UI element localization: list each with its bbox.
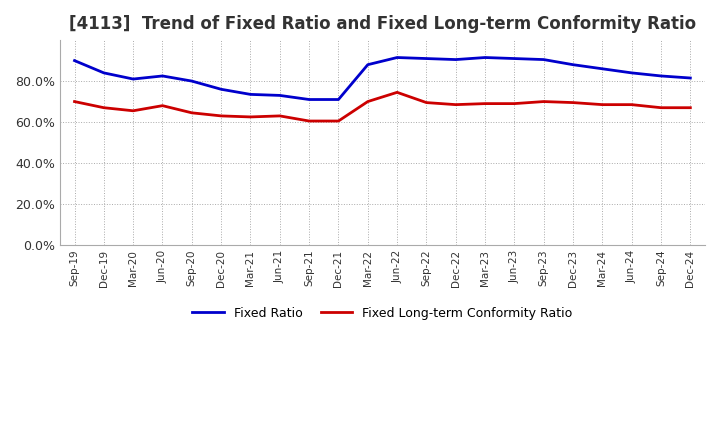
Fixed Long-term Conformity Ratio bbox=[510, 101, 518, 106]
Fixed Ratio bbox=[217, 87, 225, 92]
Fixed Ratio bbox=[276, 93, 284, 98]
Fixed Long-term Conformity Ratio bbox=[246, 114, 255, 120]
Fixed Long-term Conformity Ratio bbox=[539, 99, 548, 104]
Fixed Long-term Conformity Ratio bbox=[627, 102, 636, 107]
Fixed Ratio bbox=[187, 78, 196, 84]
Fixed Ratio bbox=[686, 75, 695, 81]
Fixed Ratio bbox=[598, 66, 607, 71]
Fixed Ratio bbox=[481, 55, 490, 60]
Fixed Ratio bbox=[627, 70, 636, 76]
Fixed Ratio bbox=[71, 58, 79, 63]
Fixed Long-term Conformity Ratio bbox=[422, 100, 431, 105]
Fixed Long-term Conformity Ratio bbox=[364, 99, 372, 104]
Fixed Long-term Conformity Ratio bbox=[187, 110, 196, 115]
Fixed Long-term Conformity Ratio bbox=[393, 90, 402, 95]
Fixed Ratio bbox=[158, 73, 167, 79]
Fixed Long-term Conformity Ratio bbox=[99, 105, 108, 110]
Fixed Long-term Conformity Ratio bbox=[451, 102, 460, 107]
Fixed Ratio bbox=[657, 73, 665, 79]
Title: [4113]  Trend of Fixed Ratio and Fixed Long-term Conformity Ratio: [4113] Trend of Fixed Ratio and Fixed Lo… bbox=[69, 15, 696, 33]
Fixed Long-term Conformity Ratio bbox=[217, 113, 225, 118]
Fixed Ratio bbox=[334, 97, 343, 102]
Fixed Long-term Conformity Ratio bbox=[276, 113, 284, 118]
Fixed Ratio bbox=[364, 62, 372, 67]
Fixed Long-term Conformity Ratio bbox=[334, 118, 343, 124]
Line: Fixed Ratio: Fixed Ratio bbox=[75, 58, 690, 99]
Fixed Long-term Conformity Ratio bbox=[569, 100, 577, 105]
Fixed Long-term Conformity Ratio bbox=[686, 105, 695, 110]
Line: Fixed Long-term Conformity Ratio: Fixed Long-term Conformity Ratio bbox=[75, 92, 690, 121]
Fixed Ratio bbox=[451, 57, 460, 62]
Fixed Long-term Conformity Ratio bbox=[657, 105, 665, 110]
Fixed Long-term Conformity Ratio bbox=[158, 103, 167, 108]
Fixed Ratio bbox=[393, 55, 402, 60]
Fixed Ratio bbox=[246, 92, 255, 97]
Legend: Fixed Ratio, Fixed Long-term Conformity Ratio: Fixed Ratio, Fixed Long-term Conformity … bbox=[187, 302, 577, 325]
Fixed Ratio bbox=[99, 70, 108, 76]
Fixed Ratio bbox=[539, 57, 548, 62]
Fixed Ratio bbox=[510, 56, 518, 61]
Fixed Ratio bbox=[422, 56, 431, 61]
Fixed Ratio bbox=[569, 62, 577, 67]
Fixed Ratio bbox=[305, 97, 313, 102]
Fixed Long-term Conformity Ratio bbox=[129, 108, 138, 114]
Fixed Long-term Conformity Ratio bbox=[305, 118, 313, 124]
Fixed Ratio bbox=[129, 77, 138, 82]
Fixed Long-term Conformity Ratio bbox=[71, 99, 79, 104]
Fixed Long-term Conformity Ratio bbox=[598, 102, 607, 107]
Fixed Long-term Conformity Ratio bbox=[481, 101, 490, 106]
